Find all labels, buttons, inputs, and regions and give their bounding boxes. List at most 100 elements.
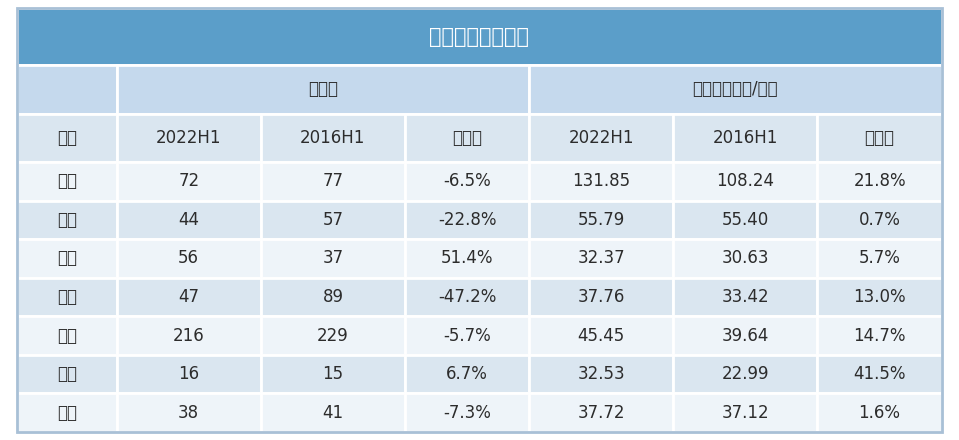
Bar (673, 162, 817, 201)
Text: 41: 41 (322, 404, 343, 422)
Text: 47: 47 (178, 288, 199, 306)
Bar (817, 355, 942, 393)
Bar (529, 278, 673, 316)
Bar (17, 162, 117, 201)
Bar (261, 239, 405, 278)
Text: 39.64: 39.64 (722, 326, 769, 345)
Bar (405, 278, 529, 316)
Bar (17, 239, 117, 278)
Bar (673, 393, 817, 432)
Bar (261, 355, 405, 393)
Bar (673, 355, 817, 393)
Text: 6.7%: 6.7% (446, 365, 488, 383)
Bar (817, 239, 942, 278)
Text: 區域: 區域 (57, 129, 77, 147)
Text: 2016H1: 2016H1 (713, 129, 778, 147)
Bar (117, 239, 261, 278)
Text: 交易量: 交易量 (308, 81, 338, 98)
Text: 89: 89 (322, 288, 343, 306)
Bar (117, 316, 261, 355)
Text: 桃園: 桃園 (57, 249, 77, 268)
Bar (817, 114, 942, 162)
Bar (673, 201, 817, 239)
Bar (17, 393, 117, 432)
Text: 77: 77 (322, 172, 343, 190)
Text: 44: 44 (178, 211, 199, 229)
Text: 14.7%: 14.7% (854, 326, 906, 345)
Bar (405, 114, 529, 162)
Bar (261, 162, 405, 201)
Text: 1.6%: 1.6% (858, 404, 901, 422)
Bar (261, 114, 405, 162)
Bar (529, 162, 673, 201)
Text: 16: 16 (178, 365, 199, 383)
Text: 新竹: 新竹 (57, 288, 77, 306)
Bar (117, 65, 529, 114)
Bar (261, 316, 405, 355)
Bar (405, 355, 529, 393)
Text: 2022H1: 2022H1 (569, 129, 634, 147)
Bar (261, 393, 405, 432)
Text: 51.4%: 51.4% (441, 249, 493, 268)
Bar (117, 393, 261, 432)
Text: 2016H1: 2016H1 (300, 129, 365, 147)
Text: 32.53: 32.53 (577, 365, 625, 383)
Text: 56: 56 (178, 249, 199, 268)
Text: 41.5%: 41.5% (854, 365, 906, 383)
Bar (117, 201, 261, 239)
Bar (817, 393, 942, 432)
Text: 成交均價（萬/坪）: 成交均價（萬/坪） (692, 81, 779, 98)
Bar (17, 316, 117, 355)
Bar (673, 114, 817, 162)
Text: 七都豪宅價量表現: 七都豪宅價量表現 (430, 26, 529, 47)
Text: 台南: 台南 (57, 365, 77, 383)
Bar (405, 393, 529, 432)
Text: 13.0%: 13.0% (854, 288, 906, 306)
Text: 21.8%: 21.8% (854, 172, 906, 190)
Text: 55.79: 55.79 (577, 211, 625, 229)
Bar (17, 8, 942, 65)
Text: 台中: 台中 (57, 326, 77, 345)
Bar (529, 355, 673, 393)
Bar (529, 393, 673, 432)
Text: 2022H1: 2022H1 (156, 129, 222, 147)
Text: 5.7%: 5.7% (858, 249, 901, 268)
Bar (17, 65, 117, 114)
Bar (405, 201, 529, 239)
Text: 增減幅: 增減幅 (865, 129, 895, 147)
Bar (261, 201, 405, 239)
Text: 57: 57 (322, 211, 343, 229)
Text: 32.37: 32.37 (577, 249, 625, 268)
Text: 高雄: 高雄 (57, 404, 77, 422)
Text: 37.72: 37.72 (577, 404, 625, 422)
Text: 22.99: 22.99 (722, 365, 769, 383)
Text: 37: 37 (322, 249, 343, 268)
Bar (673, 278, 817, 316)
Text: 229: 229 (317, 326, 349, 345)
Text: 216: 216 (173, 326, 204, 345)
Text: 37.76: 37.76 (577, 288, 625, 306)
Bar (405, 316, 529, 355)
Bar (529, 114, 673, 162)
Bar (673, 239, 817, 278)
Text: 38: 38 (178, 404, 199, 422)
Bar (17, 114, 117, 162)
Bar (117, 114, 261, 162)
Bar (529, 239, 673, 278)
Text: 增減幅: 增減幅 (452, 129, 482, 147)
Text: 55.40: 55.40 (722, 211, 769, 229)
Bar (17, 201, 117, 239)
Bar (405, 162, 529, 201)
Text: -7.3%: -7.3% (443, 404, 491, 422)
Bar (529, 201, 673, 239)
Bar (261, 278, 405, 316)
Bar (529, 316, 673, 355)
Bar (817, 278, 942, 316)
Text: 30.63: 30.63 (722, 249, 769, 268)
Text: 37.12: 37.12 (721, 404, 769, 422)
Bar (405, 239, 529, 278)
Text: -47.2%: -47.2% (438, 288, 496, 306)
Bar (17, 278, 117, 316)
Text: 新北: 新北 (57, 211, 77, 229)
Bar (817, 316, 942, 355)
